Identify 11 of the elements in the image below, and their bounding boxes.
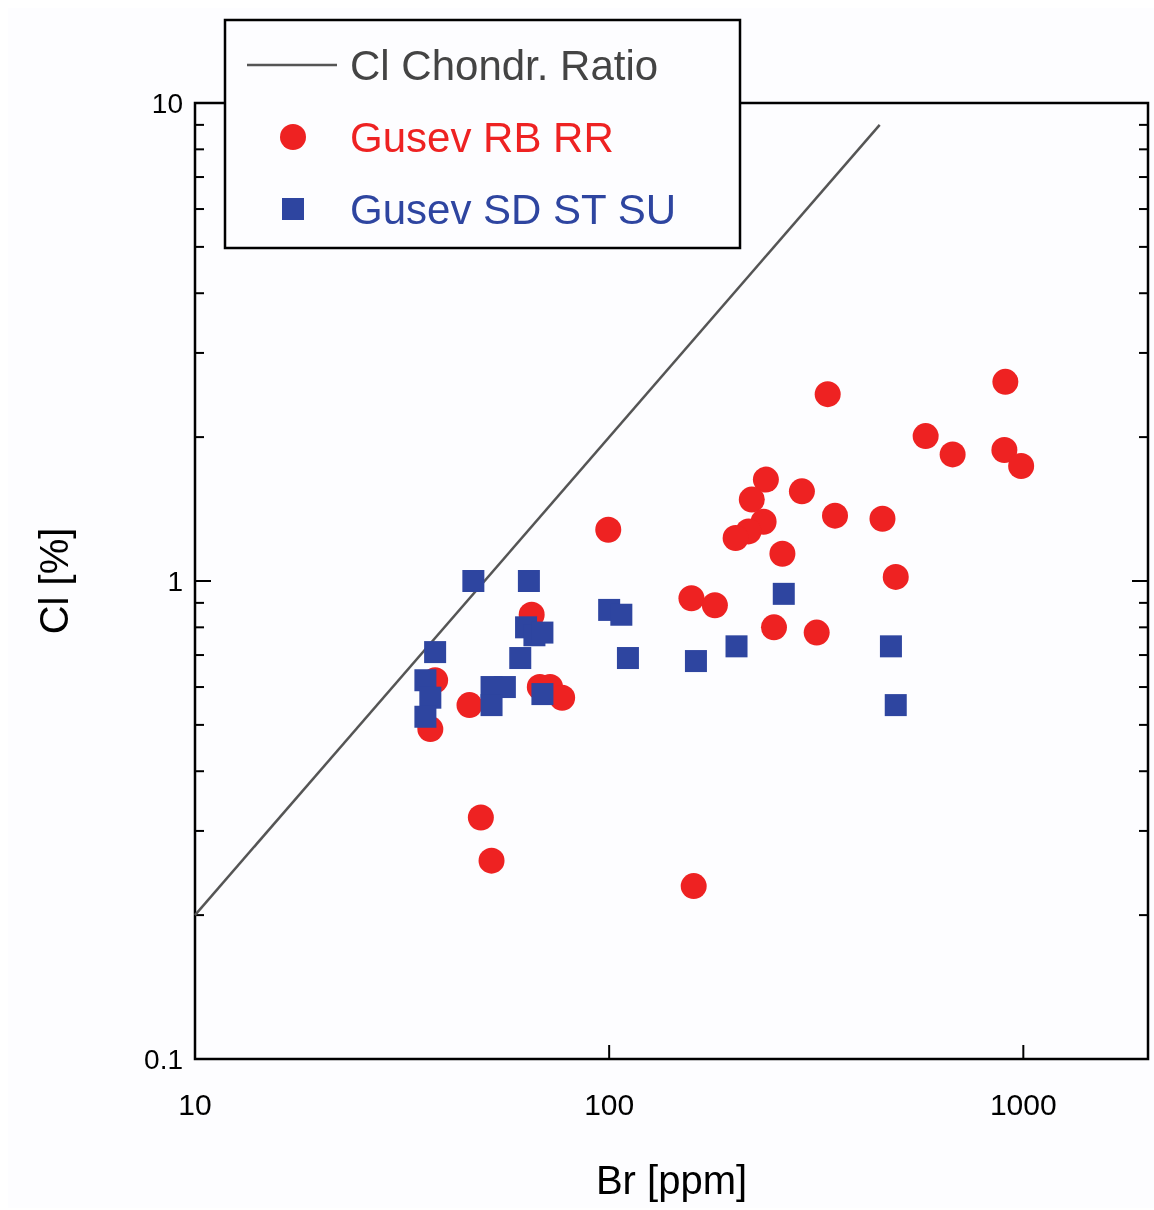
x-axis-title: Br [ppm] bbox=[595, 1158, 748, 1202]
legend-label: Gusev SD ST SU bbox=[350, 186, 676, 233]
x-tick-label: 10 bbox=[178, 1088, 212, 1121]
y-tick-label: 1 bbox=[167, 566, 183, 597]
legend-label: Cl Chondr. Ratio bbox=[350, 42, 659, 89]
y-axis-title: Cl [%] bbox=[32, 527, 76, 635]
y-tick-label: 10 bbox=[151, 88, 183, 119]
x-tick-label: 100 bbox=[584, 1088, 635, 1121]
x-tick-label: 1000 bbox=[989, 1088, 1057, 1121]
y-tick-label: 0.1 bbox=[144, 1044, 183, 1075]
legend-label: Gusev RB RR bbox=[350, 114, 614, 161]
